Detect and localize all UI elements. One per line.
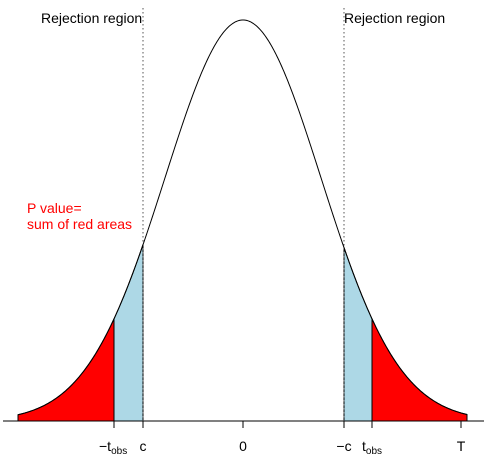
rejection-region-left-label: Rejection region <box>41 10 142 26</box>
tick-label-c: c <box>140 438 147 454</box>
right-pvalue-area <box>371 318 468 422</box>
left-pvalue-area <box>17 318 115 422</box>
left-rejection-area <box>113 244 144 422</box>
tick-label-neg-tobs: −tobs <box>99 438 127 457</box>
density-curve <box>17 19 468 416</box>
pvalue-label-line2: sum of red areas <box>27 216 132 232</box>
pvalue-label-line1: P value= <box>27 200 82 216</box>
tick-label-neg-c: −c <box>336 438 351 454</box>
right-rejection-area <box>343 247 373 422</box>
tick-label-zero: 0 <box>239 438 247 454</box>
rejection-region-right-label: Rejection region <box>344 10 445 26</box>
axis-label-T: T <box>457 438 466 454</box>
tick-label-tobs: tobs <box>362 438 382 457</box>
